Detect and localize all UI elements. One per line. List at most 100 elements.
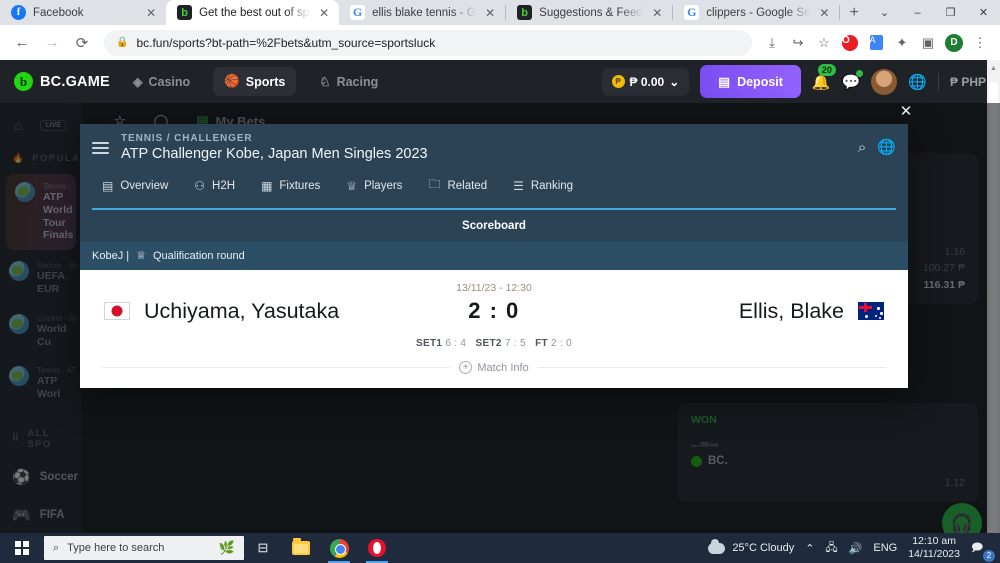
- notification-center-button[interactable]: 🗩 2: [971, 539, 995, 562]
- sidepanel-icon[interactable]: ▣: [921, 34, 935, 50]
- close-icon[interactable]: ✕: [485, 5, 496, 20]
- horse-icon: ♘: [319, 75, 331, 89]
- nav-item-casino[interactable]: ◈ Casino: [122, 67, 201, 96]
- logo-text: BC.GAME: [40, 73, 110, 90]
- reload-icon[interactable]: ⟳: [75, 34, 89, 52]
- nav-item-sports[interactable]: 🏀 Sports: [213, 67, 297, 96]
- browser-menu-icon[interactable]: ⋮: [973, 34, 987, 50]
- weather-label: 25°C Cloudy: [732, 542, 795, 554]
- maximize-button[interactable]: ❐: [945, 7, 956, 19]
- opera-gx-button[interactable]: [358, 533, 396, 563]
- away-player-name: Ellis, Blake: [738, 298, 844, 323]
- chrome-button[interactable]: [320, 533, 358, 563]
- forward-icon[interactable]: →: [44, 34, 60, 51]
- set-scores: SET1 6 : 4 SET2 7 : 5 FT 2 : 0: [80, 338, 908, 349]
- new-tab-button[interactable]: +: [849, 4, 859, 21]
- site-header: b BC.GAME ◈ Casino 🏀 Sports ♘ Racing ₱ ₱…: [0, 60, 1000, 103]
- hamburger-menu-icon[interactable]: [92, 133, 109, 157]
- tray-chevron-up-icon[interactable]: ⌃: [805, 542, 815, 555]
- nav-label: Casino: [148, 74, 191, 89]
- match-detail-modal: TENNIS / CHALLENGER ATP Challenger Kobe,…: [80, 124, 908, 388]
- browser-tab-ellis-blake-search[interactable]: G ellis blake tennis - Google Se ✕: [339, 0, 505, 25]
- nav-item-racing[interactable]: ♘ Racing: [308, 67, 389, 96]
- match-datetime: 13/11/23 - 12:30: [456, 282, 532, 294]
- tab-divider: [672, 5, 674, 20]
- diamond-icon: ◈: [132, 75, 143, 89]
- bookmark-star-icon[interactable]: ☆: [818, 34, 830, 50]
- set-label: SET2: [475, 338, 502, 349]
- language-globe-icon[interactable]: 🌐: [908, 73, 927, 91]
- deposit-button[interactable]: ▤ Deposit: [700, 65, 801, 98]
- clock[interactable]: 12:10 am 14/11/2023: [908, 535, 960, 562]
- window-controls: ⌄ – ❐ ✕: [868, 0, 1000, 25]
- profile-avatar[interactable]: D: [942, 31, 966, 55]
- task-view-button[interactable]: ⊟: [244, 533, 282, 563]
- scoreboard-subheader: KobeJ | ♕ Qualification round: [80, 241, 908, 270]
- lock-icon: 🔒: [116, 37, 129, 48]
- tab-related[interactable]: 🗀 Related: [428, 172, 501, 199]
- modal-header: TENNIS / CHALLENGER ATP Challenger Kobe,…: [80, 124, 908, 210]
- share-icon[interactable]: ↪: [792, 34, 804, 50]
- grid-icon: ▤: [102, 178, 114, 193]
- page-title: ATP Challenger Kobe, Japan Men Singles 2…: [121, 146, 428, 162]
- browser-tab-bcgame-sports[interactable]: b Get the best out of sports be ✕: [166, 0, 340, 25]
- match-info-row[interactable]: + Match Info: [80, 361, 908, 374]
- browser-tab-clippers-search[interactable]: G clippers - Google Search ✕: [673, 0, 839, 25]
- bcgame-icon: b: [517, 5, 533, 20]
- close-icon[interactable]: ✕: [652, 5, 663, 20]
- tab-list-chevron-down-icon[interactable]: ⌄: [879, 7, 890, 19]
- browser-toolbar: ← → ⟳ 🔒 bc.fun/sports?bt-path=%2Fbets&ut…: [0, 25, 1000, 60]
- bcgame-icon: b: [177, 5, 193, 20]
- tab-label: Ranking: [530, 179, 574, 192]
- tab-fixtures[interactable]: ▦ Fixtures: [261, 172, 334, 199]
- scroll-up-arrow-icon[interactable]: ▲: [990, 65, 997, 72]
- tab-h2h[interactable]: ⚇ H2H: [194, 172, 249, 199]
- modal-close-button[interactable]: ✕: [899, 103, 913, 120]
- taskbar-search-input[interactable]: ⌕ Type here to search 🌿: [44, 536, 244, 560]
- close-icon[interactable]: ✕: [146, 5, 157, 20]
- globe-settings-icon[interactable]: 🌐: [877, 139, 896, 156]
- tab-label: Fixtures: [279, 179, 321, 192]
- back-icon[interactable]: ←: [14, 34, 30, 51]
- scoreboard-body: 13/11/23 - 12:30 Uchiyama, Yasutaka 2 : …: [80, 270, 908, 388]
- minimize-button[interactable]: –: [914, 6, 921, 19]
- blue-extension-icon[interactable]: A: [864, 31, 888, 55]
- wallet-balance[interactable]: ₱ ₱ 0.00 ⌄: [601, 67, 690, 96]
- bonsai-icon: 🌿: [218, 540, 235, 555]
- online-dot: [856, 69, 864, 77]
- browser-tab-facebook[interactable]: f Facebook ✕: [0, 0, 166, 25]
- home-team[interactable]: Uchiyama, Yasutaka: [104, 299, 414, 324]
- start-button[interactable]: [0, 533, 44, 563]
- close-icon[interactable]: ✕: [819, 5, 830, 20]
- chat-icon[interactable]: 💬: [842, 69, 864, 91]
- deposit-label: Deposit: [737, 74, 783, 89]
- install-icon[interactable]: ⤓: [769, 34, 775, 50]
- user-avatar[interactable]: [871, 68, 898, 95]
- search-icon[interactable]: ⌕: [857, 138, 867, 156]
- tab-players[interactable]: ♕ Players: [346, 172, 416, 199]
- trophy-icon: ♕: [136, 250, 146, 262]
- divider: [537, 367, 887, 368]
- list-icon: ☰: [513, 178, 524, 193]
- volume-icon[interactable]: 🔊: [848, 542, 863, 555]
- close-window-button[interactable]: ✕: [978, 7, 989, 19]
- close-icon[interactable]: ✕: [319, 5, 330, 20]
- address-bar[interactable]: 🔒 bc.fun/sports?bt-path=%2Fbets&utm_sour…: [104, 29, 752, 56]
- puzzle-extension-icon[interactable]: ✦: [896, 34, 908, 50]
- network-icon[interactable]: 🖧: [825, 541, 838, 554]
- language-label[interactable]: ENG: [873, 542, 898, 554]
- wallet-amount: ₱ 0.00: [629, 74, 665, 89]
- search-placeholder: Type here to search: [67, 542, 165, 554]
- tab-overview[interactable]: ▤ Overview: [102, 172, 182, 199]
- file-explorer-button[interactable]: [282, 533, 320, 563]
- opera-extension-icon[interactable]: O: [838, 31, 862, 55]
- bcgame-logo[interactable]: b BC.GAME: [14, 72, 110, 91]
- away-team[interactable]: Ellis, Blake: [574, 299, 884, 324]
- browser-tab-strip: f Facebook ✕ b Get the best out of sport…: [0, 0, 1000, 25]
- tab-ranking[interactable]: ☰ Ranking: [513, 172, 587, 199]
- browser-tab-suggestions-feedback[interactable]: b Suggestions & Feedback - B ✕: [506, 0, 672, 25]
- notifications-bell-icon[interactable]: 🔔 20: [812, 63, 836, 91]
- weather-widget[interactable]: 25°C Cloudy: [708, 538, 795, 554]
- extensions-area: ⤓ ↪ ☆ O A ✦ ▣ D ⋮: [760, 31, 992, 55]
- notification-count: 2: [983, 549, 995, 562]
